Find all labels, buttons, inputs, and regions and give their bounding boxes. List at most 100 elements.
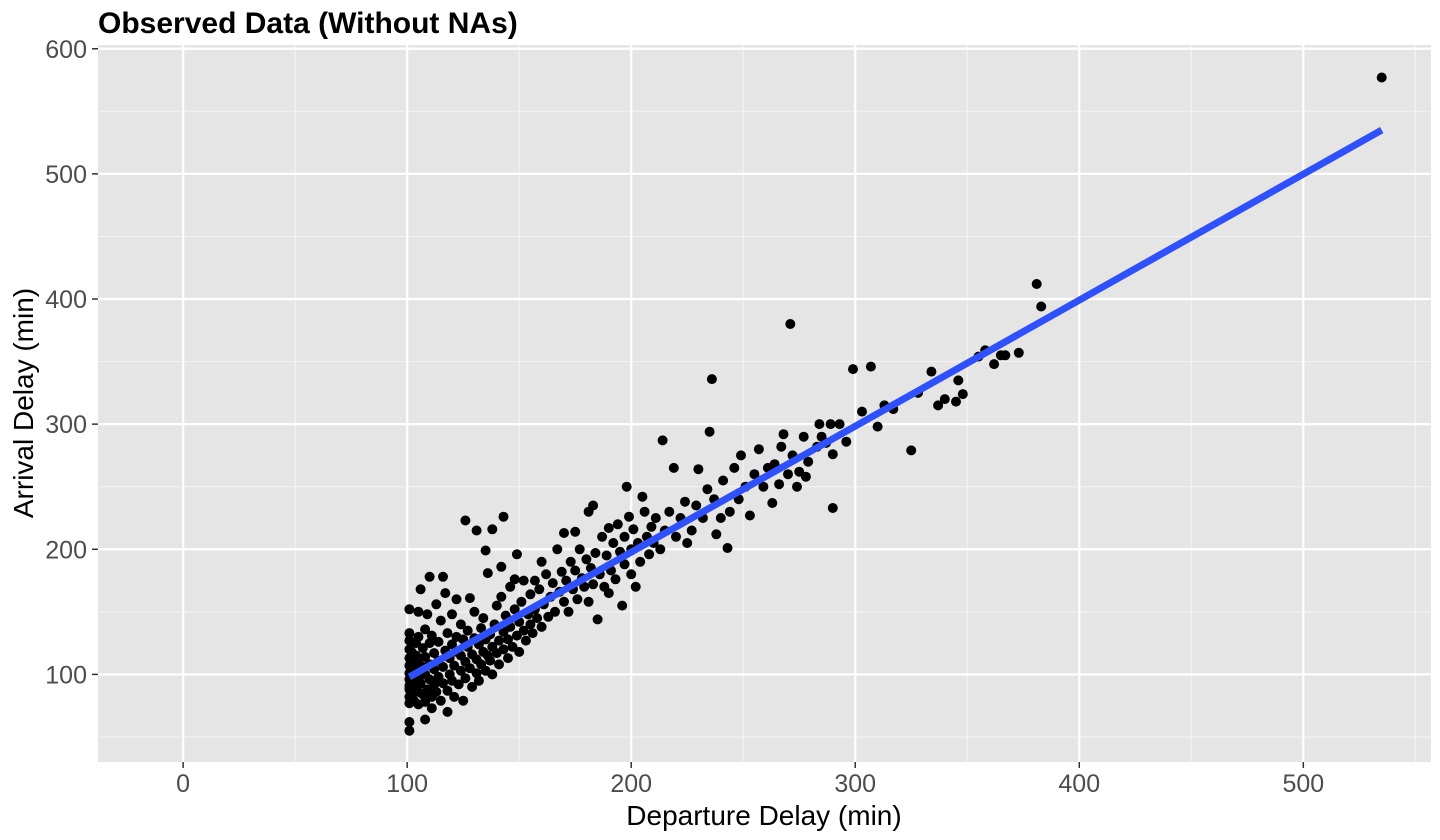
data-point (646, 521, 657, 532)
data-point (617, 600, 628, 611)
data-point (480, 545, 491, 556)
data-point (753, 444, 764, 455)
data-point (447, 609, 457, 620)
data-point (680, 496, 690, 507)
data-point (655, 544, 666, 555)
data-point (590, 548, 601, 558)
data-point (471, 668, 482, 679)
x-tick-label: 500 (1282, 770, 1324, 798)
data-point (514, 646, 525, 657)
data-point (825, 419, 836, 430)
data-point (906, 445, 917, 456)
data-point (438, 678, 448, 689)
data-point (440, 588, 451, 599)
data-point (776, 441, 787, 452)
data-point (420, 714, 431, 725)
data-point (664, 506, 675, 517)
data-point (579, 581, 590, 592)
data-point (473, 675, 484, 686)
data-point (800, 471, 811, 482)
data-point (420, 651, 431, 662)
x-tick-label: 0 (176, 770, 190, 798)
data-point (857, 406, 867, 417)
data-point (565, 556, 576, 567)
y-tick-label: 300 (45, 411, 87, 439)
data-point (1036, 301, 1047, 312)
data-point (561, 575, 572, 586)
data-point (650, 513, 661, 523)
data-point (424, 638, 435, 649)
data-point (729, 462, 740, 473)
data-point (464, 593, 475, 604)
data-point (722, 543, 733, 553)
data-point (639, 506, 650, 517)
data-point (527, 628, 538, 639)
data-point (487, 669, 498, 680)
y-tick-label: 400 (45, 286, 87, 314)
data-point (442, 628, 453, 639)
data-point (424, 571, 435, 582)
data-point (939, 394, 950, 405)
data-point (478, 613, 489, 624)
data-point (509, 604, 520, 615)
data-point (612, 519, 623, 530)
data-point (570, 526, 581, 537)
data-point (657, 435, 668, 446)
data-point (520, 635, 531, 646)
data-point (496, 591, 507, 602)
fit-line-layer (407, 127, 1384, 680)
data-point (485, 655, 496, 666)
data-point (556, 566, 567, 577)
data-point (482, 568, 493, 579)
data-point (1031, 279, 1042, 289)
data-point (559, 528, 569, 538)
data-point (541, 569, 552, 580)
data-point (415, 678, 426, 689)
data-point (498, 644, 509, 655)
data-point (628, 524, 639, 535)
data-point (404, 628, 415, 639)
data-point (494, 635, 504, 646)
data-point (442, 706, 453, 717)
data-point (736, 450, 746, 461)
x-tick-label: 300 (834, 770, 876, 798)
data-point (451, 594, 462, 605)
y-tick-label: 600 (45, 36, 87, 64)
y-axis: 100 200 300 400 500 600 (45, 36, 98, 689)
data-point (534, 584, 545, 595)
data-point (693, 464, 704, 475)
data-point (532, 613, 543, 624)
data-point (1376, 72, 1387, 83)
data-point (783, 469, 793, 480)
data-point (619, 559, 630, 570)
data-point (547, 578, 558, 589)
data-point (774, 479, 785, 490)
data-point (724, 506, 735, 517)
data-point (608, 538, 619, 548)
data-point (767, 498, 778, 508)
data-point (798, 431, 809, 442)
data-point (438, 571, 448, 582)
data-point (429, 679, 440, 690)
data-point (785, 319, 796, 329)
data-point (603, 588, 614, 599)
data-point (563, 606, 574, 617)
data-point (592, 614, 603, 625)
data-point (518, 625, 529, 636)
data-point (471, 525, 482, 536)
data-point (552, 544, 563, 555)
data-point (671, 531, 681, 542)
data-point (827, 449, 838, 460)
data-point (957, 389, 968, 400)
data-point (511, 549, 522, 560)
data-point (715, 513, 726, 523)
data-point (951, 396, 961, 407)
data-point (536, 621, 547, 632)
data-point (834, 419, 845, 430)
data-point (455, 619, 466, 630)
data-point (814, 419, 825, 430)
data-point (460, 515, 471, 526)
data-point (865, 361, 876, 372)
data-point (429, 648, 440, 659)
data-point (626, 569, 637, 580)
